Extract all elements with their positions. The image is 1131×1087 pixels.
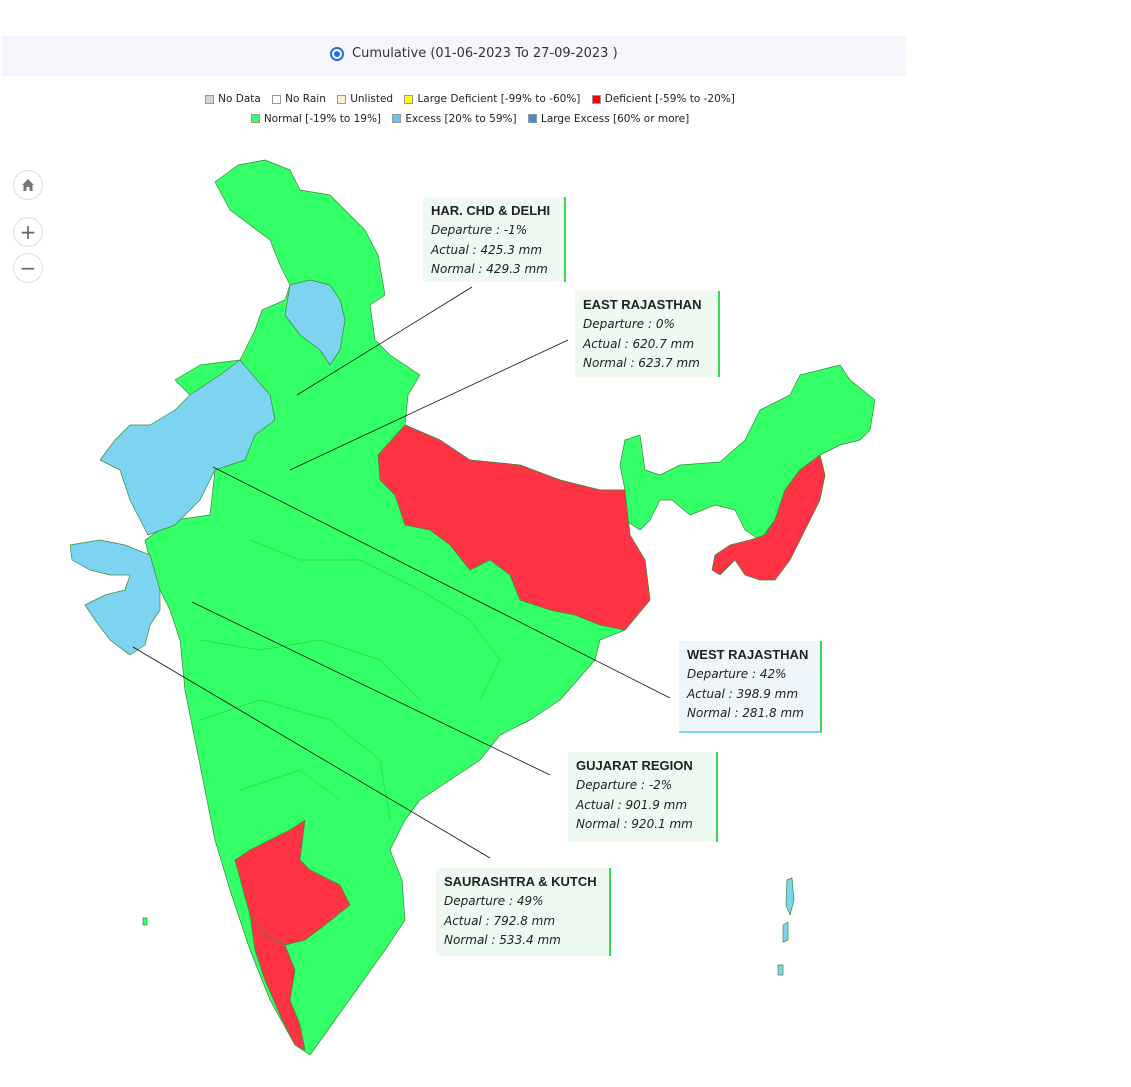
callout-normal: Normal : 533.4 mm bbox=[444, 933, 561, 947]
callout-saurashtra-kutch: SAURASHTRA & KUTCH Departure : 49% Actua… bbox=[436, 868, 611, 956]
cumulative-radio-option[interactable]: Cumulative (01-06-2023 To 27-09-2023 ) bbox=[330, 46, 618, 61]
zoom-out-button[interactable]: − bbox=[13, 253, 43, 283]
callout-departure: Departure : -1% bbox=[431, 223, 528, 237]
map-region-saurashtra-kutch[interactable] bbox=[69, 539, 161, 656]
callout-normal: Normal : 920.1 mm bbox=[576, 817, 693, 831]
callout-actual: Actual : 620.7 mm bbox=[583, 336, 695, 351]
map-region-himachal[interactable] bbox=[284, 279, 346, 366]
home-button[interactable] bbox=[13, 170, 43, 200]
callout-east-rajasthan: EAST RAJASTHAN Departure : 0% Actual : 6… bbox=[575, 291, 720, 377]
legend-item-no-data: No Data bbox=[205, 90, 261, 108]
map-region-uttar-pradesh-bihar[interactable] bbox=[377, 424, 651, 631]
legend-item-unlisted: Unlisted bbox=[337, 90, 393, 108]
home-icon bbox=[22, 179, 34, 191]
map-region-mizoram[interactable] bbox=[711, 454, 826, 581]
callout-departure: Departure : -2% bbox=[576, 778, 673, 792]
callout-gujarat-region: GUJARAT REGION Departure : -2% Actual : … bbox=[568, 752, 718, 842]
callout-normal: Normal : 429.3 mm bbox=[431, 262, 548, 276]
legend-item-deficient: Deficient [-59% to -20%] bbox=[591, 90, 735, 108]
callout-title: HAR. CHD & DELHI bbox=[431, 203, 551, 218]
map-region-andaman[interactable] bbox=[777, 877, 795, 976]
zoom-in-button[interactable]: + bbox=[13, 217, 43, 247]
map-region-west-rajasthan[interactable] bbox=[99, 359, 276, 536]
callout-actual: Actual : 901.9 mm bbox=[576, 797, 688, 812]
callout-normal: Normal : 281.8 mm bbox=[687, 706, 804, 720]
radio-label: Cumulative (01-06-2023 To 27-09-2023 ) bbox=[352, 46, 618, 61]
callout-actual: Actual : 398.9 mm bbox=[687, 686, 799, 701]
callout-har-chd-delhi: HAR. CHD & DELHI Departure : -1% Actual … bbox=[423, 197, 566, 282]
map-region-lakshadweep[interactable] bbox=[142, 917, 148, 926]
callout-departure: Departure : 0% bbox=[583, 317, 675, 331]
filter-bar bbox=[2, 36, 906, 76]
radio-selected-icon[interactable] bbox=[330, 46, 344, 61]
map-region-kerala[interactable] bbox=[249, 914, 306, 1051]
callout-title: EAST RAJASTHAN bbox=[583, 297, 702, 312]
callout-title: SAURASHTRA & KUTCH bbox=[444, 874, 597, 889]
callout-normal: Normal : 623.7 mm bbox=[583, 356, 700, 370]
callout-actual: Actual : 792.8 mm bbox=[444, 913, 556, 928]
legend: No Data No Rain Unlisted Large Deficient… bbox=[190, 90, 750, 129]
callout-title: GUJARAT REGION bbox=[576, 758, 693, 773]
legend-item-no-rain: No Rain bbox=[272, 90, 326, 108]
callout-departure: Departure : 49% bbox=[444, 894, 544, 908]
minus-icon: − bbox=[19, 256, 37, 280]
plus-icon: + bbox=[19, 220, 37, 244]
legend-item-excess: Excess [20% to 59%] bbox=[392, 110, 517, 128]
callout-title: WEST RAJASTHAN bbox=[687, 647, 809, 662]
callout-departure: Departure : 42% bbox=[687, 667, 787, 681]
legend-item-normal: Normal [-19% to 19%] bbox=[250, 110, 381, 128]
callout-west-rajasthan: WEST RAJASTHAN Departure : 42% Actual : … bbox=[679, 641, 822, 733]
callout-actual: Actual : 425.3 mm bbox=[431, 242, 543, 257]
legend-item-large-deficient: Large Deficient [-99% to -60%] bbox=[404, 90, 580, 108]
map-region-northeast[interactable] bbox=[619, 364, 876, 541]
legend-item-large-excess: Large Excess [60% or more] bbox=[527, 110, 689, 128]
